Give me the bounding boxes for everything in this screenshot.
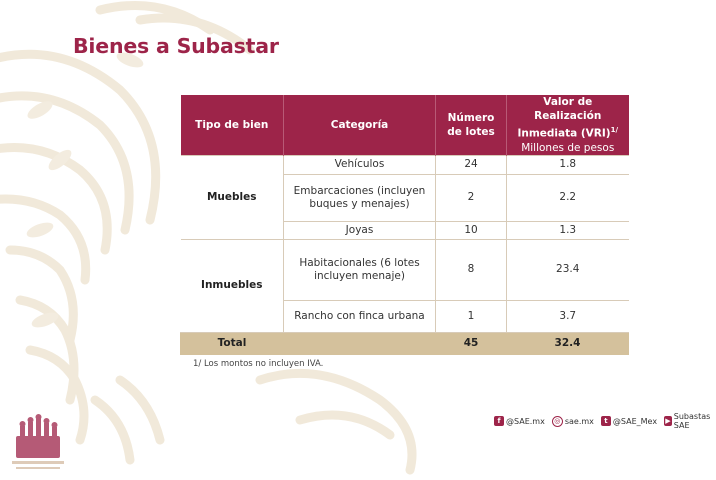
header-valor-sup: 1/	[610, 126, 619, 134]
group-label-muebles: Muebles	[180, 154, 284, 240]
cell-valor: 3.7	[506, 299, 629, 333]
cell-valor: 2.2	[506, 173, 629, 222]
twitter-handle: @SAE_Mex	[612, 416, 658, 426]
instagram-handle: sae.mx	[564, 416, 594, 426]
table-row: Muebles Vehículos 24 1.8	[180, 154, 629, 240]
cell-valor: 23.4	[506, 238, 629, 301]
cell-lotes: 8	[435, 238, 507, 301]
total-lotes: 45	[435, 331, 507, 355]
total-empty	[283, 331, 436, 355]
table-row: Rancho con finca urbana 1 3.7	[181, 299, 629, 333]
assets-table: Tipo de bien Categoría Número de lotes V…	[180, 95, 629, 355]
table-row: Embarcaciones (incluyen buques y menajes…	[181, 173, 629, 222]
total-row: Total 45 32.4	[180, 331, 629, 355]
facebook-icon: f	[494, 416, 504, 426]
header-categoria: Categoría	[283, 95, 436, 155]
table-row: Joyas 10 1.3	[181, 220, 629, 240]
cell-lotes: 24	[435, 154, 507, 175]
youtube-link[interactable]: ▶ Subastas SAE	[664, 412, 716, 430]
page-title: Bienes a Subastar	[73, 34, 279, 58]
header-numero: Número de lotes	[435, 95, 507, 155]
youtube-handle: Subastas SAE	[673, 412, 711, 430]
header-tipo: Tipo de bien	[180, 95, 284, 155]
facebook-handle: @SAE.mx	[506, 416, 545, 426]
instagram-icon: ◎	[551, 415, 563, 427]
total-label: Total	[180, 331, 284, 355]
cell-lotes: 10	[435, 220, 507, 240]
group-label-inmuebles: Inmuebles	[180, 238, 284, 333]
header-valor-units: Millones de pesos	[521, 141, 615, 154]
cell-valor: 1.3	[506, 220, 629, 240]
cell-lotes: 2	[435, 173, 507, 222]
sae-logo-icon	[12, 414, 64, 469]
cell-categoria: Vehículos	[283, 154, 436, 175]
social-links: f @SAE.mx ◎ sae.mx t @SAE_Mex ▶ Subastas…	[494, 412, 716, 430]
twitter-icon: t	[600, 416, 611, 426]
cell-categoria: Habitacionales (6 lotes incluyen menaje)	[283, 238, 436, 301]
facebook-link[interactable]: f @SAE.mx	[494, 416, 545, 426]
twitter-link[interactable]: t @SAE_Mex	[600, 416, 658, 426]
youtube-icon: ▶	[664, 416, 672, 426]
cell-valor: 1.8	[506, 154, 629, 175]
total-valor: 32.4	[506, 331, 629, 355]
table-row: Inmuebles Habitacionales (6 lotes incluy…	[180, 238, 629, 333]
cell-categoria: Rancho con finca urbana	[283, 299, 436, 333]
header-valor: Valor de Realización Inmediata (VRI)1/ M…	[506, 95, 629, 155]
instagram-link[interactable]: ◎ sae.mx	[551, 415, 594, 427]
cell-categoria: Embarcaciones (incluyen buques y menajes…	[283, 173, 436, 222]
cell-lotes: 1	[435, 299, 507, 333]
header-valor-label: Valor de Realización Inmediata (VRI)	[517, 96, 611, 140]
table-header-row: Tipo de bien Categoría Número de lotes V…	[180, 95, 629, 155]
cell-categoria: Joyas	[283, 220, 436, 240]
footnote: 1/ Los montos no incluyen IVA.	[193, 359, 324, 369]
